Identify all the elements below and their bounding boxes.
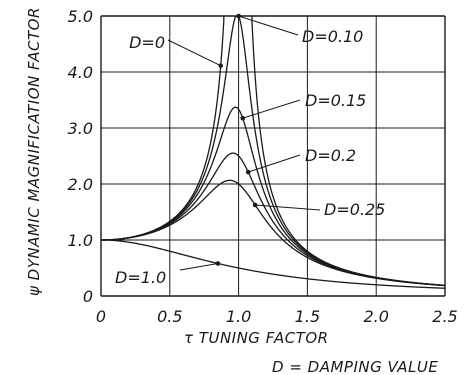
x-tick-label: 1.0 (226, 307, 251, 326)
x-tick-label: 2.5 (432, 307, 457, 326)
leader-line (242, 99, 301, 119)
series-line-d-0-25 (101, 179, 446, 287)
series-label: D=0.25 (324, 200, 385, 219)
series-line-d-0-2 (101, 152, 446, 287)
series-line-d-1-0 (101, 239, 446, 289)
leader-line (255, 204, 321, 211)
y-axis-label: ψ DYNAMIC MAGNIFICATION FACTOR (25, 7, 43, 296)
y-tick-label: 4.0 (68, 63, 93, 82)
leader-dot (215, 261, 221, 266)
damping-note: D = DAMPING VALUE (272, 358, 438, 375)
label-leaders (167, 13, 321, 271)
series-label: D=0.10 (302, 27, 363, 46)
leader-dot (236, 13, 241, 19)
y-tick-label: 2.0 (68, 175, 93, 194)
leader-line (179, 262, 219, 271)
tick-labels: 0 0.5 1.0 1.5 2.0 2.5 0 1.0 2.0 3.0 4.0 5.0 (68, 7, 458, 326)
series-line-d-0 (101, 16, 446, 286)
leader-dot (218, 63, 224, 68)
series-label: D=0 (129, 33, 165, 52)
labels: D=0 D=0.10 D=0.15 D=0.2 D=0.25 D=1.0 (115, 27, 385, 287)
leader-line (248, 154, 301, 173)
series-label: D=0.2 (305, 146, 356, 165)
series-line-d-0-10 (101, 15, 446, 287)
y-tick-label: 1.0 (68, 231, 93, 250)
series-label: D=1.0 (115, 268, 166, 287)
leader-dot (245, 169, 251, 175)
x-axis-label: τ TUNING FACTOR (184, 329, 329, 347)
x-tick-label: 0 (96, 307, 106, 326)
grid (100, 15, 446, 297)
x-tick-label: 2.0 (363, 307, 388, 326)
leader-dot (252, 202, 258, 208)
series-label: D=0.15 (305, 91, 366, 110)
curves (101, 15, 446, 289)
y-tick-label: 0 (83, 287, 93, 306)
leader-line (238, 15, 299, 36)
x-tick-label: 1.5 (295, 307, 320, 326)
leader-dot (240, 115, 246, 121)
y-tick-label: 3.0 (68, 119, 93, 138)
y-tick-label: 5.0 (68, 7, 93, 26)
x-tick-label: 0.5 (157, 307, 182, 326)
leader-line (167, 39, 221, 67)
